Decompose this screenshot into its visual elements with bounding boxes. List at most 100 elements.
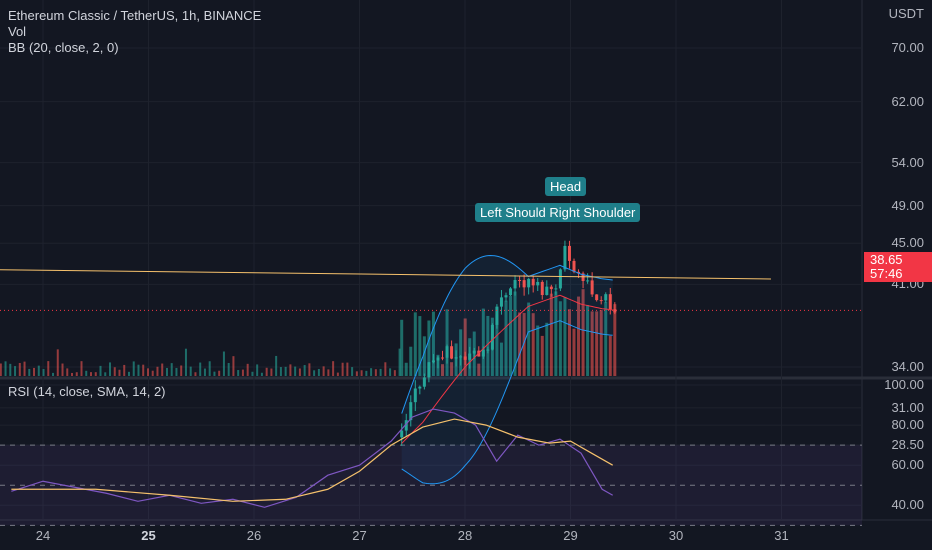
- volume-bar: [289, 364, 292, 376]
- volume-bar: [504, 300, 508, 376]
- volume-bar: [80, 361, 83, 376]
- volume-bar: [531, 313, 535, 376]
- volume-bar: [151, 370, 154, 376]
- candle: [486, 349, 490, 351]
- volume-bar: [256, 364, 259, 376]
- candle: [595, 294, 599, 301]
- volume-bar: [265, 367, 268, 376]
- volume-bar: [527, 302, 531, 376]
- volume-bar: [518, 312, 522, 376]
- volume-bar: [71, 372, 74, 376]
- volume-bar: [132, 361, 135, 376]
- volume-bar: [47, 361, 50, 376]
- price-tick: 34.00: [891, 359, 924, 375]
- neckline: [0, 269, 771, 280]
- volume-bar: [481, 308, 485, 376]
- candle: [472, 350, 476, 354]
- volume-bar: [23, 361, 26, 376]
- rsi-bands: [0, 444, 862, 526]
- volume-bar: [241, 369, 244, 376]
- volume-bar: [418, 316, 422, 376]
- price-tick: 49.00: [891, 197, 924, 213]
- volume-bar: [180, 365, 183, 376]
- bb-basis-line: [401, 294, 613, 444]
- volume-bar: [355, 371, 358, 376]
- time-tick: 29: [563, 528, 578, 543]
- volume-bar: [213, 371, 216, 376]
- volume-bar: [142, 364, 145, 376]
- volume-bar: [104, 372, 107, 376]
- volume-bar: [294, 366, 297, 376]
- candle: [590, 280, 594, 295]
- volume-bar: [184, 348, 187, 376]
- volume-bar: [581, 289, 585, 376]
- volume-bar: [189, 366, 192, 376]
- volume-bar: [9, 363, 12, 376]
- candle: [504, 295, 508, 298]
- candle: [540, 281, 544, 295]
- shoulders-label[interactable]: Left Should Right Shoulder: [475, 203, 641, 222]
- candle: [613, 309, 617, 313]
- volume-bar: [90, 372, 93, 376]
- time-tick: 30: [668, 528, 684, 543]
- candle: [549, 286, 553, 290]
- vol-legend[interactable]: Vol: [8, 24, 27, 39]
- volume-bar: [346, 362, 349, 376]
- volume-bar: [52, 372, 55, 376]
- volume-bar: [341, 362, 344, 376]
- volume-bar: [586, 304, 590, 376]
- candle: [572, 260, 576, 272]
- volume-bar: [222, 351, 225, 376]
- volume-bar: [42, 369, 45, 376]
- head-label[interactable]: Head: [545, 177, 587, 196]
- indicator-lines: [0, 255, 862, 508]
- volume-bar: [85, 370, 88, 376]
- candle: [400, 430, 404, 438]
- volume-bar: [404, 362, 408, 376]
- volume-bar: [208, 361, 211, 376]
- volume-bar: [66, 368, 69, 376]
- volume-bar: [28, 368, 31, 376]
- candle: [436, 357, 440, 361]
- symbol-title: Ethereum Classic / TetherUS, 1h, BINANCE: [8, 8, 262, 23]
- price-tick: 31.00: [891, 399, 924, 415]
- volume-bar: [137, 364, 140, 376]
- candle: [468, 353, 472, 360]
- volume-bar: [75, 372, 78, 376]
- countdown-tag: 57:46: [864, 266, 932, 282]
- candle: [490, 324, 494, 350]
- rsi-tick: 60.00: [891, 457, 924, 473]
- bb-fill: [401, 255, 613, 484]
- candle: [577, 271, 581, 274]
- candle: [404, 420, 408, 431]
- candle: [599, 300, 603, 302]
- volume-bar: [108, 362, 111, 376]
- candle: [586, 280, 590, 282]
- candle: [536, 281, 540, 286]
- volume-bar: [370, 368, 373, 376]
- volume-bar: [94, 372, 97, 376]
- volume-bar: [332, 361, 335, 376]
- candles: [400, 240, 617, 446]
- volume-bar: [33, 367, 36, 376]
- volume-bar: [260, 372, 263, 376]
- volume-bar: [522, 312, 526, 376]
- volume-bar: [118, 369, 121, 376]
- volume-bar: [477, 363, 481, 376]
- rsi-legend[interactable]: RSI (14, close, SMA, 14, 2): [8, 384, 166, 399]
- time-tick: 24: [35, 528, 51, 543]
- bb-upper-line: [401, 255, 613, 414]
- bb-lower-line: [401, 320, 613, 485]
- volume-bar: [317, 368, 320, 376]
- candle: [450, 346, 454, 359]
- candle: [545, 286, 549, 295]
- volume-bar: [509, 295, 513, 376]
- volume-bar: [14, 366, 17, 376]
- bb-legend[interactable]: BB (20, close, 2, 0): [8, 40, 119, 55]
- candle: [554, 288, 558, 290]
- candle: [409, 402, 413, 421]
- volume-bar: [400, 319, 404, 376]
- candle: [481, 349, 485, 357]
